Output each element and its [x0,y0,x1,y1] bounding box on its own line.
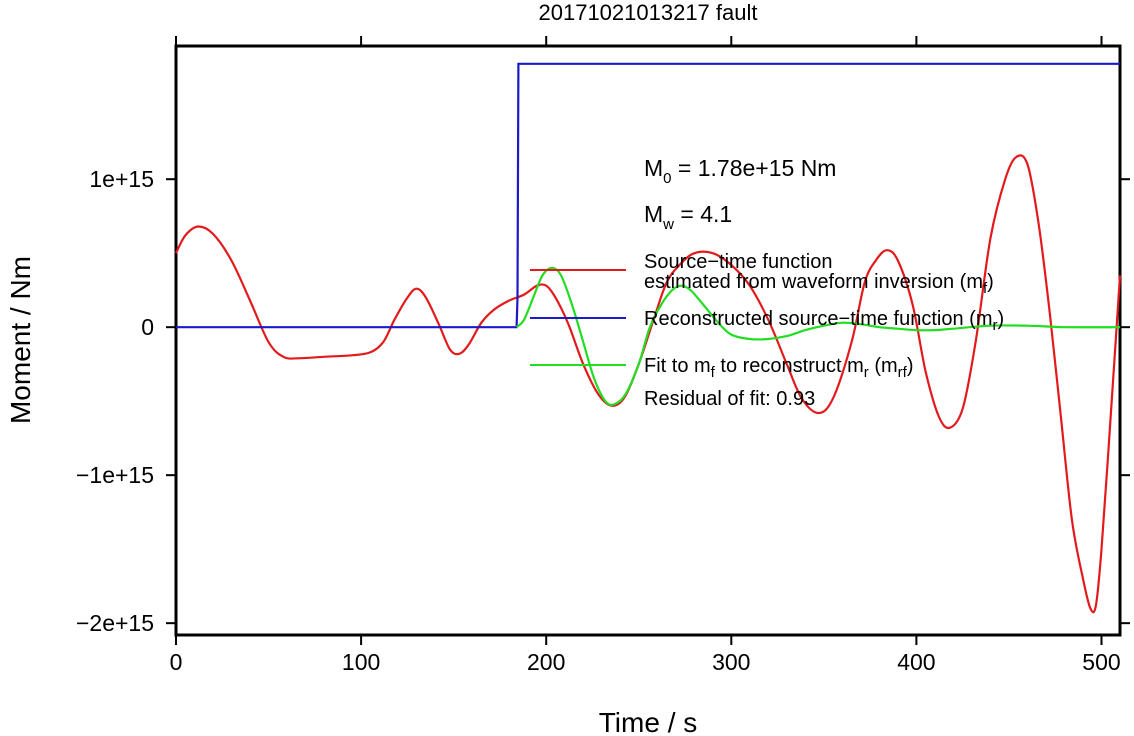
chart-title: 20171021013217 fault [539,0,758,25]
legend: Source−time function estimated from wave… [530,251,1004,410]
x-tick-label: 400 [897,649,935,675]
blue-reconstructed-line [176,62,1120,329]
mw-annotation: Mw = 4.1 [644,201,732,233]
red-stf-line [175,154,1122,614]
x-tick-label: 0 [170,649,183,675]
residual-annotation: Residual of fit: 0.93 [644,388,815,410]
legend-label-stf-line2: estimated from waveform inversion (mf) [644,271,994,297]
x-tick-label: 300 [712,649,750,675]
x-tick-label: 100 [342,649,380,675]
y-tick-label: −2e+15 [76,610,154,636]
m0-annotation: M0 = 1.78e+15 Nm [644,155,836,187]
legend-label-reconstructed: Reconstructed source−time function (mr) [644,308,1004,334]
x-tick-label: 200 [527,649,565,675]
y-tick-label: 0 [141,314,154,340]
y-tick-label: −1e+15 [76,462,154,488]
series-layer [175,62,1122,614]
x-axis-title: Time / s [599,707,698,736]
plot-frame [174,44,1122,637]
green-fit-line [515,266,1121,406]
x-axis-ticks: 0 100 200 300 400 500 [170,36,1121,675]
y-axis-title: Moment / Nm [5,256,36,424]
y-axis-ticks: 1e+15 0 −1e+15 −2e+15 [76,166,1130,636]
legend-label-stf-line1: Source−time function [644,251,832,273]
legend-label-fit: Fit to mf to reconstruct mr (mrf) [644,355,914,381]
y-tick-label: 1e+15 [89,166,154,192]
x-tick-label: 500 [1082,649,1120,675]
